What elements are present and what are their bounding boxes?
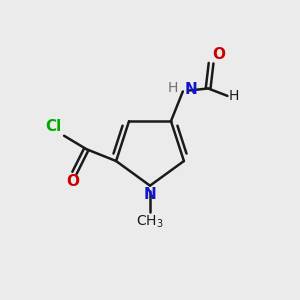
Text: CH$_3$: CH$_3$ bbox=[136, 214, 164, 230]
Text: O: O bbox=[67, 174, 80, 189]
Text: H: H bbox=[229, 89, 239, 103]
Text: O: O bbox=[213, 47, 226, 62]
Text: Cl: Cl bbox=[45, 119, 62, 134]
Text: N: N bbox=[144, 187, 156, 202]
Text: N: N bbox=[184, 82, 197, 98]
Text: H: H bbox=[168, 82, 178, 95]
